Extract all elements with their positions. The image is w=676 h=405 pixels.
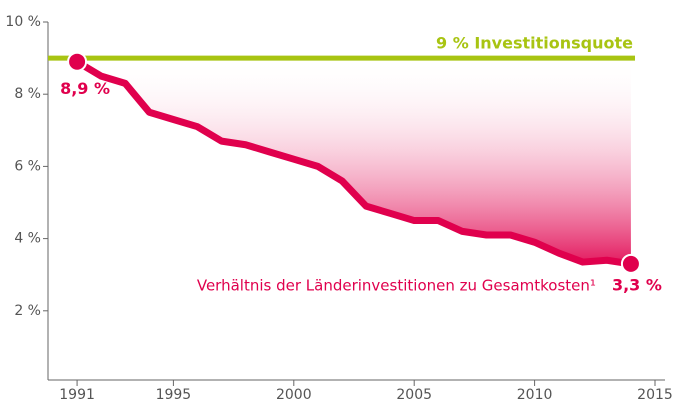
area <box>77 58 631 264</box>
reference-label: 9 % Investitionsquote <box>436 34 633 53</box>
y-tick-label: 10 % <box>5 14 41 30</box>
line <box>75 58 632 268</box>
value-label: 8,9 % <box>60 79 110 98</box>
value-label: 3,3 % <box>612 275 662 294</box>
x-tick-label: 1991 <box>59 387 95 403</box>
x-tick-label: 2005 <box>396 387 432 403</box>
y-tick-label: 8 % <box>14 86 41 102</box>
x-tick-label: 1995 <box>156 387 192 403</box>
x-tick-label: 2000 <box>276 387 312 403</box>
end-point <box>620 253 641 274</box>
y-tick-label: 4 % <box>14 231 41 247</box>
y-tick-label: 2 % <box>14 303 41 319</box>
y-tick-label: 6 % <box>14 158 41 174</box>
x-tick-label: 2015 <box>637 387 673 403</box>
end-point <box>67 51 88 72</box>
x-tick-label: 2010 <box>517 387 553 403</box>
series-label: Verhältnis der Länderinvestitionen zu Ge… <box>197 276 596 294</box>
